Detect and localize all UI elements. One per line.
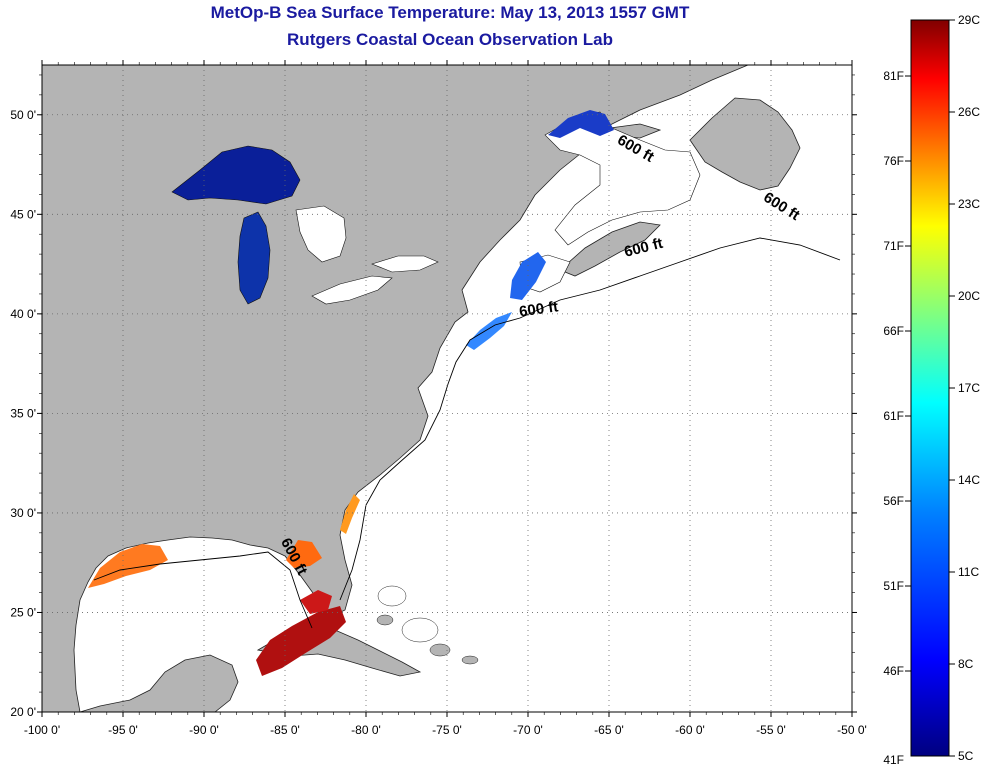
map-subtitle: Rutgers Coastal Ocean Observation Lab	[287, 30, 613, 49]
map-axes: -100 0' -95 0' -90 0' -85 0' -80 0' -75 0' -70…	[10, 60, 867, 737]
lon-tick-label: -55 0'	[756, 723, 786, 737]
colorbar	[910, 19, 950, 757]
colorbar-fahrenheit-label: 66F	[883, 324, 904, 338]
map-title: MetOp-B Sea Surface Temperature: May 13,…	[210, 3, 690, 22]
colorbar-fahrenheit-label: 76F	[883, 154, 904, 168]
sst-patch-new-england	[466, 312, 512, 350]
sst-data-layer	[88, 110, 614, 676]
lat-tick-label: 45 0'	[10, 207, 36, 221]
lat-tick-label: 40 0'	[10, 307, 36, 321]
lon-tick-label: -100 0'	[24, 723, 60, 737]
north-america-landmass	[42, 65, 749, 712]
yucatan-peninsula	[79, 654, 239, 712]
colorbar-fahrenheit-label: 41F	[883, 753, 904, 767]
gulf-of-st-lawrence	[544, 111, 701, 246]
sst-patch-georgia-coast	[340, 494, 360, 534]
sst-patch-florida-straits	[300, 590, 332, 614]
lake-superior	[171, 145, 301, 205]
contour-label: 600 ft	[518, 298, 559, 320]
lat-tick-label: 35 0'	[10, 406, 36, 420]
grid	[42, 65, 852, 712]
colorbar-celsius-label: 8C	[958, 657, 974, 671]
colorbar-fahrenheit-label: 51F	[883, 579, 904, 593]
lat-tick-label: 20 0'	[10, 705, 36, 719]
colorbar-labels: 29C 26C 23C 20C 17C 14C 11C 8C 5C 81F 76F 71F 66F 61F…	[883, 13, 980, 767]
colorbar-fahrenheit-label: 46F	[883, 664, 904, 678]
colorbar-celsius-label: 23C	[958, 197, 980, 211]
colorbar-celsius-label: 20C	[958, 289, 980, 303]
newfoundland-island	[689, 97, 801, 191]
colorbar-celsius-label: 29C	[958, 13, 980, 27]
lake-huron	[295, 205, 347, 263]
lat-tick-label: 50 0'	[10, 108, 36, 122]
lon-tick-label: -70 0'	[513, 723, 543, 737]
lon-tick-label: -65 0'	[594, 723, 624, 737]
colorbar-celsius-label: 14C	[958, 473, 980, 487]
colorbar-fahrenheit-label: 71F	[883, 239, 904, 253]
lake-erie	[311, 275, 393, 305]
contour-600ft	[93, 237, 841, 629]
colorbar-fahrenheit-label: 81F	[883, 69, 904, 83]
bahamas-islands	[376, 585, 479, 665]
lat-tick-label: 30 0'	[10, 506, 36, 520]
colorbar-fahrenheit-label: 61F	[883, 409, 904, 423]
lon-tick-label: -80 0'	[351, 723, 381, 737]
lon-tick-label: -50 0'	[837, 723, 867, 737]
colorbar-celsius-label: 17C	[958, 381, 980, 395]
lon-tick-label: -60 0'	[675, 723, 705, 737]
sst-patch-florida-panhandle	[286, 540, 322, 568]
sst-patch-yucatan-channel	[256, 606, 346, 676]
colorbar-celsius-label: 5C	[958, 749, 974, 763]
lon-tick-label: -95 0'	[108, 723, 138, 737]
colorbar-celsius-label: 26C	[958, 105, 980, 119]
lon-tick-label: -90 0'	[189, 723, 219, 737]
lon-tick-label: -85 0'	[270, 723, 300, 737]
sst-patch-texas-louisiana	[88, 544, 168, 588]
lat-tick-label: 25 0'	[10, 605, 36, 619]
sst-patch-st-lawrence	[548, 110, 614, 138]
colorbar-celsius-label: 11C	[958, 565, 979, 579]
lake-michigan	[237, 211, 271, 305]
nova-scotia	[559, 221, 661, 277]
lon-tick-label: -75 0'	[432, 723, 462, 737]
colorbar-fahrenheit-label: 56F	[883, 494, 904, 508]
lake-ontario	[371, 255, 439, 273]
